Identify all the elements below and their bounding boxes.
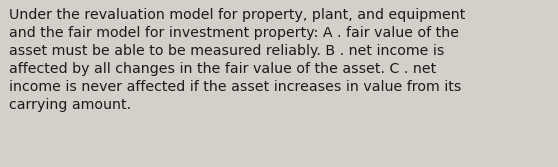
Text: Under the revaluation model for property, plant, and equipment
and the fair mode: Under the revaluation model for property…	[9, 8, 465, 112]
